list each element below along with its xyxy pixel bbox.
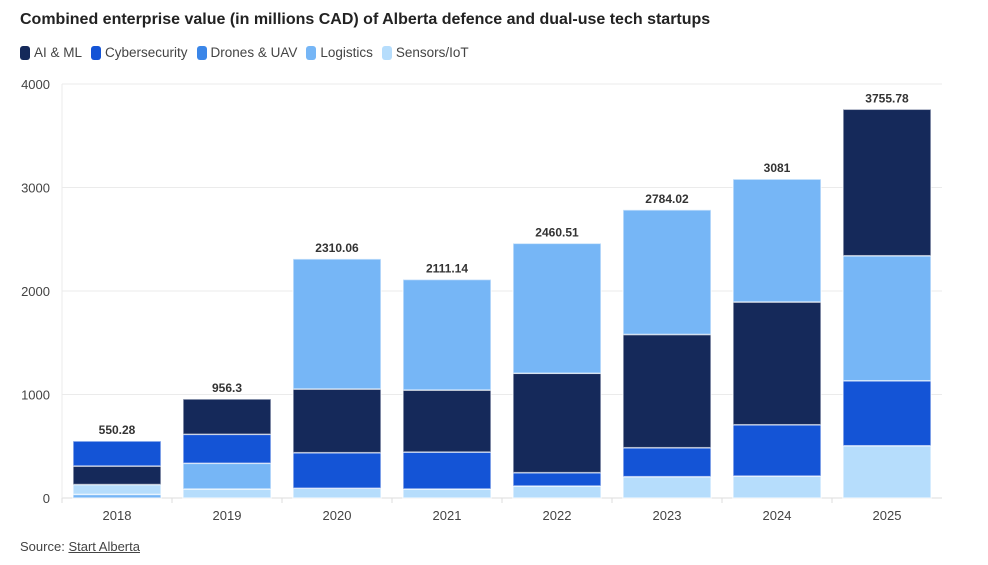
bar-segment-ai-ml: [512, 372, 602, 474]
y-tick-label: 4000: [21, 77, 50, 92]
total-label: 2784.02: [645, 192, 689, 206]
x-tick-label: 2018: [103, 508, 132, 523]
legend-item[interactable]: Logistics: [306, 45, 373, 60]
legend-label: Cybersecurity: [105, 45, 188, 60]
bar-segment-ai-ml: [842, 108, 932, 257]
legend-item[interactable]: AI & ML: [20, 45, 82, 60]
bar-segment-ai-ml: [402, 389, 492, 453]
bar-segment-ai-ml: [72, 465, 162, 486]
legend: AI & ML Cybersecurity Drones & UAV Logistic…: [20, 45, 469, 60]
bar-segment-logistics: [842, 254, 932, 382]
legend-label: Sensors/IoT: [395, 45, 469, 60]
x-tick-label: 2024: [763, 508, 792, 523]
bar-segment-sensors-iot: [512, 485, 602, 499]
legend-swatch: [196, 45, 207, 60]
bar-segment-ai-ml: [732, 301, 822, 426]
total-label: 2460.51: [535, 225, 579, 239]
y-tick-label: 0: [43, 491, 50, 506]
bar-segment-logistics: [292, 258, 382, 390]
bar-segment-ai-ml: [622, 333, 712, 449]
bar-segment-cybersecurity: [622, 446, 712, 478]
legend-swatch: [20, 45, 30, 60]
bar-segment-sensors-iot: [402, 488, 492, 499]
total-label: 3755.78: [865, 91, 909, 105]
x-tick-label: 2022: [543, 508, 572, 523]
bar-segment-logistics: [732, 178, 822, 303]
legend-label: Drones & UAV: [210, 45, 298, 60]
total-label: 956.3: [212, 381, 242, 395]
x-tick-label: 2023: [653, 508, 682, 523]
x-tick-label: 2021: [433, 508, 462, 523]
bar-segment-ai-ml: [182, 398, 272, 436]
bar-segment-sensors-iot: [732, 475, 822, 499]
bar-segment-cybersecurity: [842, 379, 932, 447]
bar-segment-sensors-iot: [842, 444, 932, 499]
bar-segment-cybersecurity: [292, 451, 382, 490]
total-label: 2111.14: [426, 261, 468, 275]
y-tick-label: 2000: [21, 284, 50, 299]
chart-title: Combined enterprise value (in millions C…: [20, 11, 711, 28]
total-label: 2310.06: [315, 241, 359, 255]
x-tick-label: 2019: [213, 508, 242, 523]
y-tick-label: 3000: [21, 181, 50, 196]
bar-segment-ai-ml: [292, 388, 382, 454]
bar-segment-logistics: [402, 278, 492, 391]
source-note: Source: Start Alberta: [20, 539, 140, 554]
bar-segment-logistics: [182, 462, 272, 490]
legend-label: AI & ML: [34, 45, 83, 60]
total-label: 3081: [764, 161, 791, 175]
legend-item[interactable]: Cybersecurity: [91, 45, 188, 60]
source-label: Source:: [20, 539, 65, 554]
legend-label: Logistics: [320, 45, 373, 60]
total-label: 550.28: [99, 423, 136, 437]
legend-swatch: [381, 45, 392, 60]
source-link[interactable]: Start Alberta: [68, 539, 140, 554]
bar-segment-cybersecurity: [732, 423, 822, 477]
legend-item[interactable]: Drones & UAV: [196, 45, 298, 60]
bar-segment-sensors-iot: [292, 487, 382, 499]
bar-segment-sensors-iot: [72, 483, 162, 496]
bar-segment-logistics: [512, 242, 602, 375]
bar-segment-cybersecurity: [512, 471, 602, 487]
bar-segment-cybersecurity: [182, 433, 272, 465]
bar-segment-sensors-iot: [622, 475, 712, 499]
bar-segment-cybersecurity: [72, 440, 162, 467]
bar-segment-logistics: [622, 209, 712, 336]
x-tick-label: 2020: [323, 508, 352, 523]
legend-item[interactable]: Sensors/IoT: [381, 45, 469, 60]
y-tick-label: 1000: [21, 388, 50, 403]
legend-swatch: [91, 45, 102, 60]
bar-segment-cybersecurity: [402, 451, 492, 490]
x-tick-label: 2025: [873, 508, 902, 523]
bar-segment-sensors-iot: [182, 488, 272, 499]
legend-swatch: [306, 45, 317, 60]
